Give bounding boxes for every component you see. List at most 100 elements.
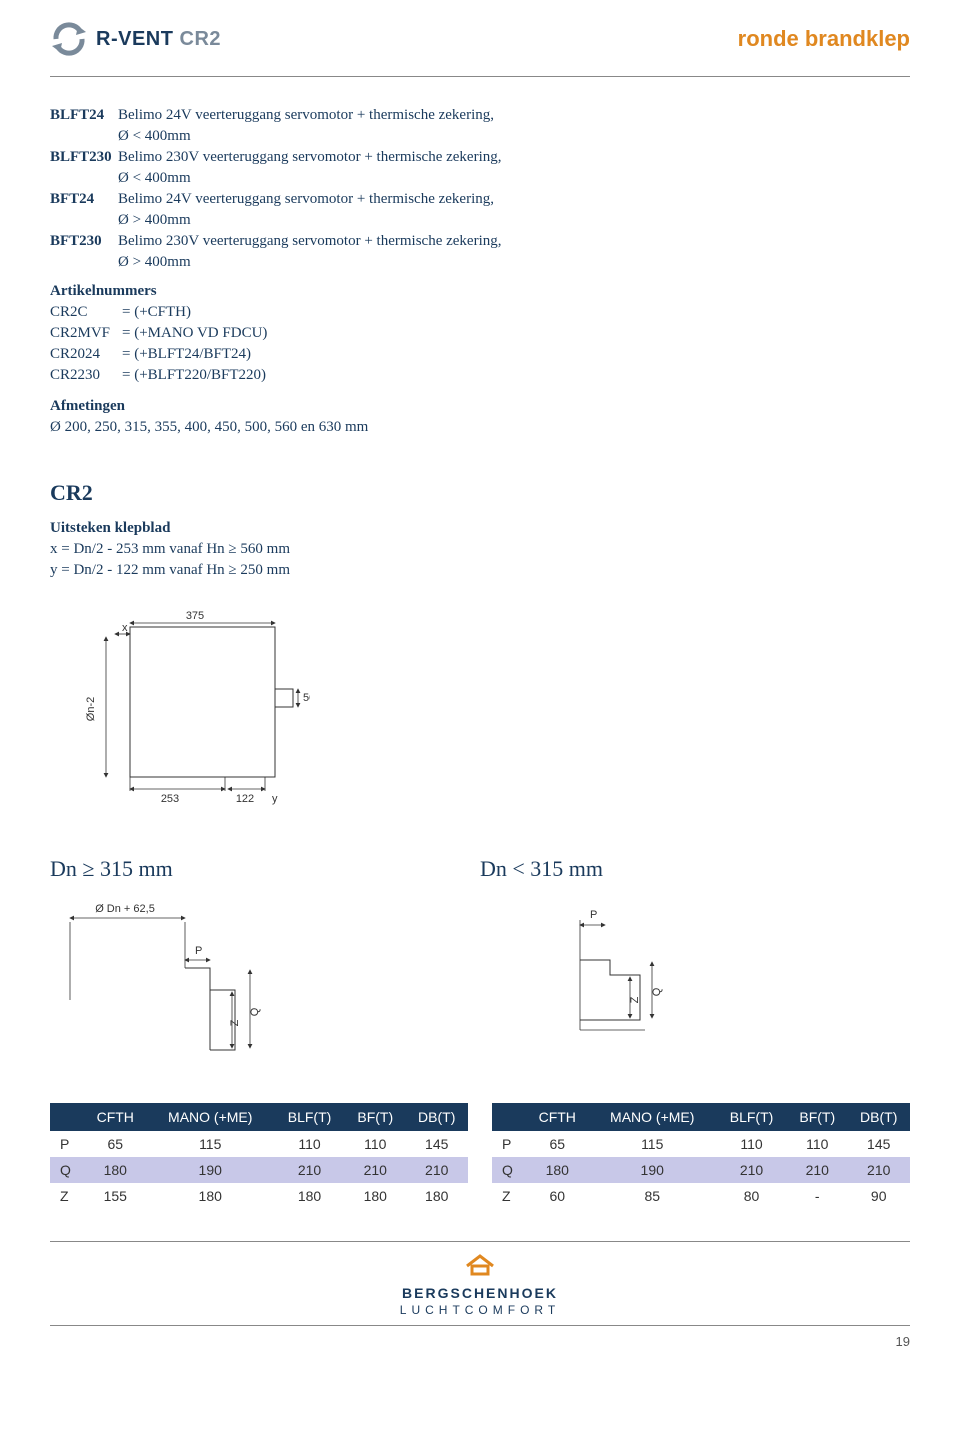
dim-z: Z <box>629 996 641 1003</box>
cell: - <box>787 1183 847 1209</box>
tables-row: CFTH MANO (+ME) BLF(T) BF(T) DB(T) P 65 … <box>50 1085 910 1209</box>
col-left: Dn ≥ 315 mm Ø Dn + 62,5 P Z Q <box>50 856 480 1075</box>
def-text: Belimo 24V veerteruggang servomotor + th… <box>118 189 910 210</box>
th-blft: BLF(T) <box>716 1103 787 1131</box>
def-code: BLFT230 <box>50 147 118 168</box>
row-label: P <box>492 1131 526 1157</box>
col-right: Dn < 315 mm P Z Q <box>480 856 910 1075</box>
def-code: BFT230 <box>50 231 118 252</box>
row-label: Q <box>50 1157 84 1183</box>
page-number: 19 <box>50 1334 910 1349</box>
col-left-heading: Dn ≥ 315 mm <box>50 856 480 882</box>
cell: 210 <box>274 1157 345 1183</box>
art-val: = (+CFTH) <box>122 304 191 320</box>
table-right: CFTH MANO (+ME) BLF(T) BF(T) DB(T) P 65 … <box>492 1103 910 1209</box>
cr2-heading: CR2 <box>50 480 910 506</box>
logo-main: R-VENT <box>96 28 173 50</box>
diagram-dn-gte-315: Ø Dn + 62,5 P Z Q <box>50 900 270 1070</box>
cell: 80 <box>716 1183 787 1209</box>
two-column-section: Dn ≥ 315 mm Ø Dn + 62,5 P Z Q Dn < 315 <box>50 856 910 1075</box>
th-mano: MANO (+ME) <box>589 1103 716 1131</box>
dim-y: y <box>272 793 278 805</box>
logo: R-VENT CR2 <box>50 20 221 58</box>
cell: 115 <box>589 1131 716 1157</box>
row-label: Z <box>50 1183 84 1209</box>
th-blank <box>50 1103 84 1131</box>
art-val: = (+BLFT24/BFT24) <box>122 346 251 362</box>
cell: 60 <box>526 1183 589 1209</box>
def-sub: Ø > 400mm <box>118 212 910 229</box>
dim-q: Q <box>249 1007 261 1016</box>
cell: 210 <box>405 1157 468 1183</box>
dim-x: x <box>122 622 128 634</box>
th-blank <box>492 1103 526 1131</box>
def-text: Belimo 230V veerteruggang servomotor + t… <box>118 147 910 168</box>
cell: 90 <box>847 1183 910 1209</box>
logo-sub: CR2 <box>180 28 222 50</box>
def-sub: Ø > 400mm <box>118 254 910 271</box>
th-blft: BLF(T) <box>274 1103 345 1131</box>
dim-p: P <box>590 909 597 921</box>
th-bft: BF(T) <box>345 1103 405 1131</box>
cell: 65 <box>526 1131 589 1157</box>
th-mano: MANO (+ME) <box>147 1103 274 1131</box>
table-row: Z 155 180 180 180 180 <box>50 1183 468 1209</box>
def-code: BFT24 <box>50 189 118 210</box>
art-code: CR2MVF <box>50 323 122 344</box>
cell: 210 <box>787 1157 847 1183</box>
def-sub: Ø < 400mm <box>118 128 910 145</box>
art-val: = (+MANO VD FDCU) <box>122 325 267 341</box>
table-row: Z 60 85 80 - 90 <box>492 1183 910 1209</box>
cell: 180 <box>526 1157 589 1183</box>
cell: 110 <box>274 1131 345 1157</box>
logo-arrows-icon <box>50 20 88 58</box>
header-subtitle: ronde brandklep <box>738 26 910 52</box>
footer-sub: LUCHTCOMFORT <box>50 1303 910 1317</box>
page-header: R-VENT CR2 ronde brandklep <box>50 20 910 77</box>
th-cfth: CFTH <box>84 1103 147 1131</box>
art-code: CR2C <box>50 302 122 323</box>
footer-brand: BERGSCHENHOEK <box>50 1285 910 1301</box>
th-dbt: DB(T) <box>405 1103 468 1131</box>
diagram-cr2: 375 x Øn-2 50 253 122 y <box>70 609 910 814</box>
cell: 110 <box>345 1131 405 1157</box>
table-row: Q 180 190 210 210 210 <box>492 1157 910 1183</box>
cell: 190 <box>589 1157 716 1183</box>
art-code: CR2024 <box>50 344 122 365</box>
cell: 210 <box>847 1157 910 1183</box>
th-cfth: CFTH <box>526 1103 589 1131</box>
dim-253: 253 <box>161 793 179 805</box>
table-row: Q 180 190 210 210 210 <box>50 1157 468 1183</box>
page-footer: BERGSCHENHOEK LUCHTCOMFORT <box>50 1241 910 1326</box>
logo-text: R-VENT CR2 <box>96 28 221 51</box>
cell: 180 <box>405 1183 468 1209</box>
row-label: Z <box>492 1183 526 1209</box>
dim-dn625: Ø Dn + 62,5 <box>95 903 155 915</box>
artikelnummers-list: CR2C= (+CFTH) CR2MVF= (+MANO VD FDCU) CR… <box>50 302 910 386</box>
uitsteken-title: Uitsteken klepblad <box>50 520 910 537</box>
cell: 190 <box>147 1157 274 1183</box>
dim-375: 375 <box>186 610 204 622</box>
cell: 155 <box>84 1183 147 1209</box>
uitsteken-line1: x = Dn/2 - 253 mm vanaf Hn ≥ 560 mm <box>50 539 910 560</box>
art-val: = (+BLFT220/BFT220) <box>122 367 266 383</box>
cell: 180 <box>345 1183 405 1209</box>
uitsteken-line2: y = Dn/2 - 122 mm vanaf Hn ≥ 250 mm <box>50 560 910 581</box>
definitions-block: BLFT24 Belimo 24V veerteruggang servomoto… <box>50 105 910 271</box>
table-left: CFTH MANO (+ME) BLF(T) BF(T) DB(T) P 65 … <box>50 1103 468 1209</box>
afmetingen-title: Afmetingen <box>50 398 910 415</box>
cell: 180 <box>274 1183 345 1209</box>
def-sub: Ø < 400mm <box>118 170 910 187</box>
dim-50: 50 <box>303 692 310 704</box>
col-right-heading: Dn < 315 mm <box>480 856 910 882</box>
dim-p: P <box>195 945 202 957</box>
dim-z: Z <box>229 1019 241 1026</box>
def-code: BLFT24 <box>50 105 118 126</box>
def-text: Belimo 230V veerteruggang servomotor + t… <box>118 231 910 252</box>
th-dbt: DB(T) <box>847 1103 910 1131</box>
cell: 180 <box>84 1157 147 1183</box>
art-code: CR2230 <box>50 365 122 386</box>
cell: 210 <box>345 1157 405 1183</box>
table-row: P 65 115 110 110 145 <box>492 1131 910 1157</box>
row-label: P <box>50 1131 84 1157</box>
